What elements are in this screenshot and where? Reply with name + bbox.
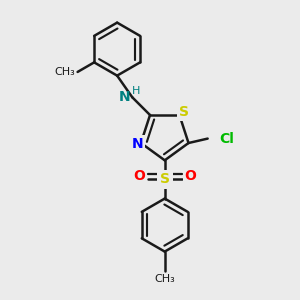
Text: CH₃: CH₃	[154, 274, 175, 284]
Text: S: S	[160, 172, 170, 186]
Text: Cl: Cl	[219, 132, 234, 145]
Text: O: O	[133, 169, 145, 184]
Text: H: H	[132, 86, 140, 96]
Text: S: S	[179, 105, 189, 119]
Text: N: N	[119, 90, 131, 104]
Text: N: N	[132, 137, 143, 152]
Text: CH₃: CH₃	[54, 67, 75, 77]
Text: O: O	[184, 169, 196, 184]
